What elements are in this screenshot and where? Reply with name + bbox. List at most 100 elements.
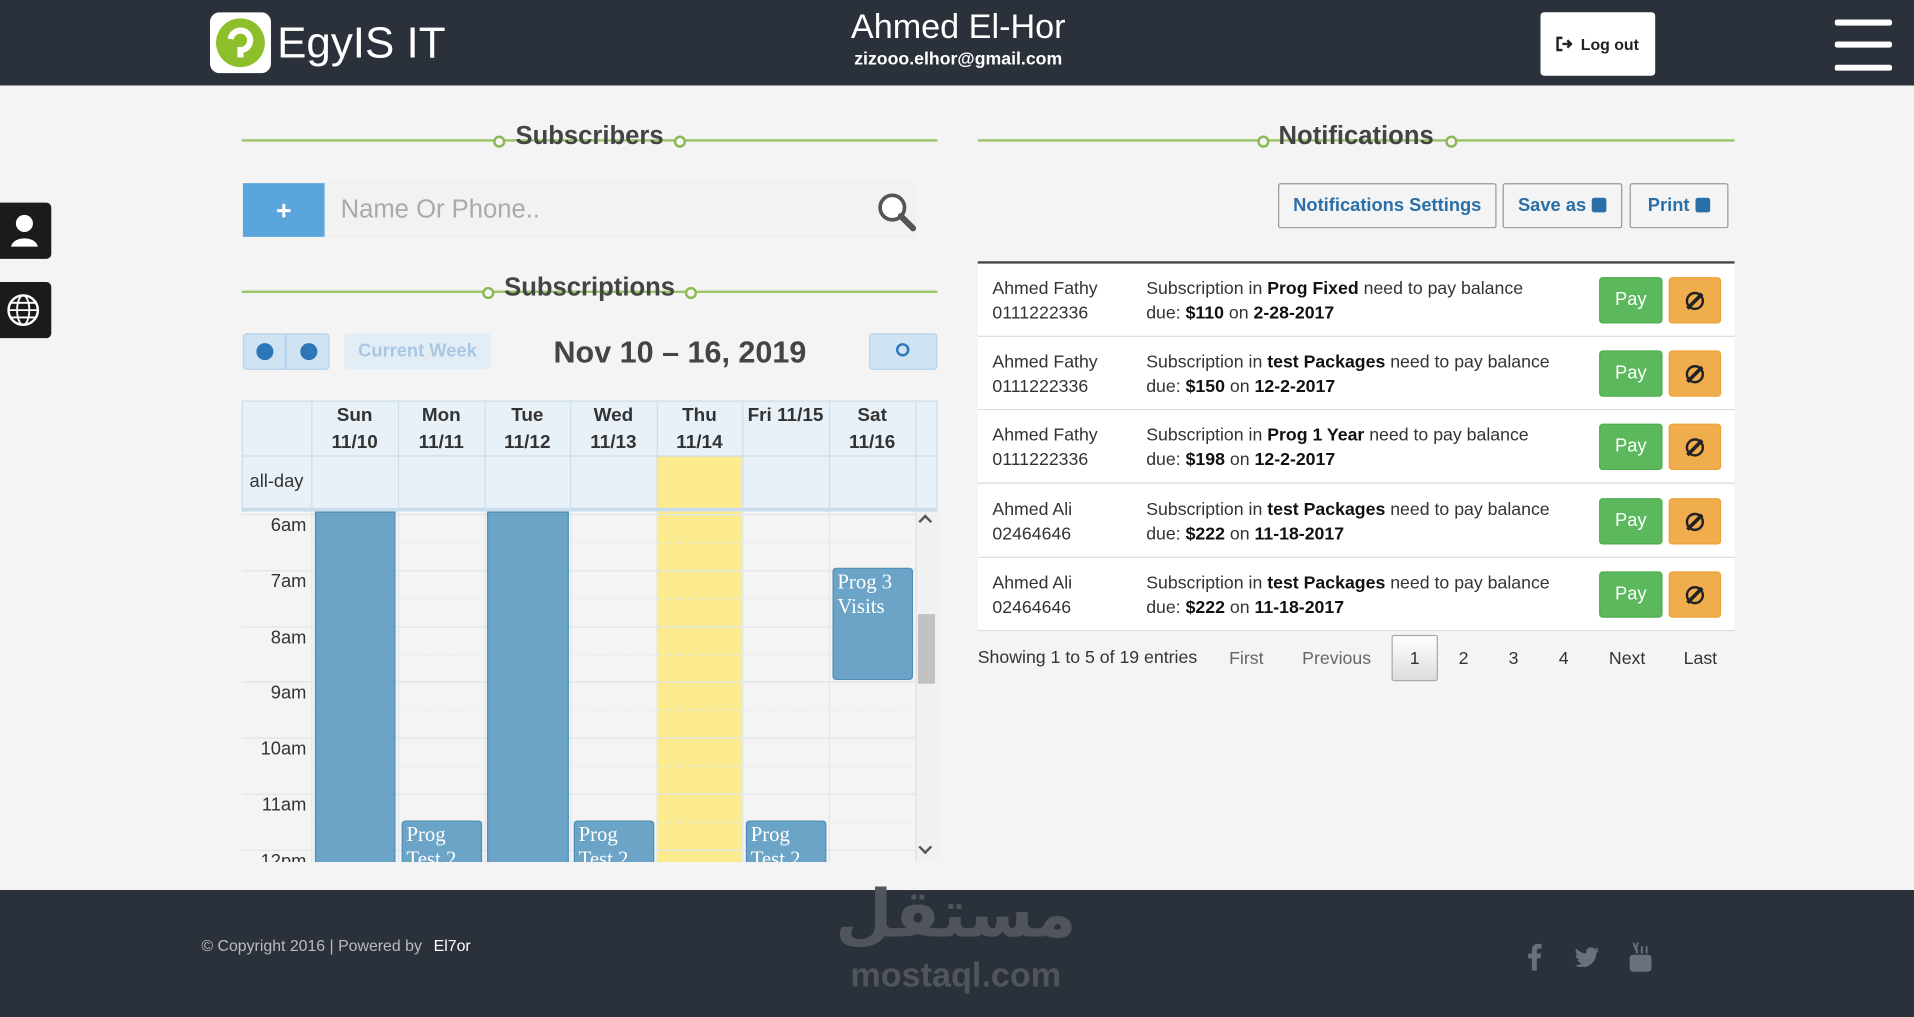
time-label: 11am xyxy=(261,794,307,816)
message-cell: Subscription in test Packages need to pa… xyxy=(1146,498,1549,547)
calendar-event[interactable]: Prog Test 2 xyxy=(745,820,827,862)
time-label: 7am xyxy=(270,571,307,592)
current-week-button[interactable]: Current Week xyxy=(344,333,491,370)
brand: EgyIS IT xyxy=(277,17,446,68)
search-icon[interactable] xyxy=(875,190,917,232)
facebook-icon[interactable] xyxy=(1527,943,1542,971)
day-header: Fri 11/15 xyxy=(742,403,829,430)
menu-icon[interactable] xyxy=(1834,19,1893,71)
pagination-link[interactable]: Next xyxy=(1608,649,1646,670)
heading-dot xyxy=(1445,135,1458,148)
tue-block[interactable] xyxy=(487,511,569,862)
pay-button[interactable]: Pay xyxy=(1599,277,1663,324)
column-border xyxy=(656,511,658,862)
message-text: on xyxy=(1228,304,1249,324)
day-date: 11/13 xyxy=(590,432,637,453)
message-text: on xyxy=(1229,524,1250,545)
plus-icon xyxy=(277,203,291,218)
toolbar-button[interactable]: Notifications Settings xyxy=(1278,183,1497,229)
week-range: Nov 10 – 16, 2019 xyxy=(553,335,807,370)
message-text: due: xyxy=(1146,524,1181,545)
message-text: on xyxy=(1229,597,1250,618)
toolbar-button[interactable]: Save as xyxy=(1502,183,1623,229)
message-text: Subscription in xyxy=(1146,573,1263,594)
calendar-event[interactable]: Prog Test 2 xyxy=(573,820,655,862)
message-text: need to pay balance xyxy=(1390,353,1550,373)
day-date: 11/11 xyxy=(418,432,464,453)
hour-line xyxy=(241,513,916,516)
day-name: Fri xyxy=(747,405,772,427)
button-label: Print xyxy=(1647,195,1690,217)
pagination-link[interactable]: Previous xyxy=(1302,649,1372,670)
heading-dot xyxy=(684,286,697,300)
column-border xyxy=(311,511,313,862)
youtube-icon[interactable] xyxy=(1629,942,1652,972)
copyright: © Copyright 2016 | Powered by El7or xyxy=(201,936,470,954)
day-name: Sat xyxy=(857,405,887,427)
pay-button[interactable]: Pay xyxy=(1599,497,1663,545)
subscriber-phone: 02464646 xyxy=(992,524,1072,545)
user-icon xyxy=(10,214,38,247)
day-name: Sun xyxy=(336,405,373,427)
day-name: Tue xyxy=(511,405,544,427)
program-name: test Packages xyxy=(1267,500,1386,520)
subscriber-cell: Ahmed Fathy 0111222336 xyxy=(992,424,1097,473)
time-label: 6am xyxy=(270,515,307,536)
pagination-link[interactable]: Last xyxy=(1683,649,1718,670)
pagination-link[interactable]: 4 xyxy=(1558,649,1569,670)
calendar-head xyxy=(241,400,938,510)
time-label: 9am xyxy=(270,682,307,704)
cancel-button[interactable] xyxy=(1668,350,1722,398)
message-text: due: xyxy=(1146,597,1181,618)
pay-button[interactable]: Pay xyxy=(1599,350,1663,398)
day-header: Wed 11/13 xyxy=(570,403,657,457)
day-header: Thu 11/14 xyxy=(657,403,742,457)
hour-line xyxy=(241,737,916,739)
logout-button[interactable]: Log out xyxy=(1580,35,1639,54)
cancel-button[interactable] xyxy=(1668,571,1722,618)
day-header: Mon 11/11 xyxy=(398,403,485,457)
subscriptions-title-line xyxy=(241,290,938,293)
button-label: Notifications Settings xyxy=(1293,195,1482,217)
pagination-link[interactable]: First xyxy=(1229,649,1264,670)
heading-dot xyxy=(493,135,506,148)
cancel-icon xyxy=(1685,438,1705,458)
subscriber-phone: 0111222336 xyxy=(992,450,1089,471)
author-link[interactable]: El7or xyxy=(433,936,471,955)
toolbar-button[interactable]: Print xyxy=(1629,183,1729,229)
subscribers-title-line xyxy=(241,139,938,142)
heading-dot xyxy=(482,286,495,300)
column-border xyxy=(828,511,831,862)
watermark: مستقل xyxy=(835,875,1077,953)
twitter-icon[interactable] xyxy=(1574,947,1600,967)
cancel-button[interactable] xyxy=(1668,277,1722,324)
cancel-icon xyxy=(1685,291,1705,311)
due-date: 12-2-2017 xyxy=(1254,377,1336,398)
head-sep xyxy=(241,455,938,457)
current-page-box xyxy=(1391,634,1438,682)
watermark-site: mostaql.com xyxy=(850,955,1062,994)
subscriber-name: Ahmed Ali xyxy=(992,500,1073,520)
pagination-link[interactable]: 1 xyxy=(1409,649,1420,670)
sun-block[interactable] xyxy=(314,511,396,862)
message-cell: Subscription in test Packages need to pa… xyxy=(1146,571,1549,620)
calendar-search-icon xyxy=(895,343,910,357)
pay-button[interactable]: Pay xyxy=(1599,571,1663,618)
time-label: 8am xyxy=(270,627,307,648)
amount: $198 xyxy=(1185,450,1225,471)
cancel-button[interactable] xyxy=(1668,424,1722,471)
calendar-body: 6am 7am 8am 9am 10am 11am 12pm Prog 3 Visits Pro… xyxy=(241,511,916,862)
subscriber-phone: 0111222336 xyxy=(992,304,1089,324)
table-top-border xyxy=(977,261,1735,264)
pagination-link[interactable]: 2 xyxy=(1458,649,1469,670)
day-name: Wed xyxy=(593,405,634,427)
calendar-event[interactable]: Prog Test 2 xyxy=(401,820,483,862)
search-input[interactable] xyxy=(324,183,916,237)
calendar-event[interactable]: Prog 3 Visits xyxy=(832,567,914,681)
cancel-button[interactable] xyxy=(1668,497,1722,545)
subscriber-cell: Ahmed Ali 02464646 xyxy=(992,571,1072,620)
pay-button[interactable]: Pay xyxy=(1599,424,1663,471)
column-border xyxy=(397,511,400,862)
subscriber-name: Ahmed Fathy xyxy=(992,426,1098,447)
pagination-link[interactable]: 3 xyxy=(1508,649,1519,670)
